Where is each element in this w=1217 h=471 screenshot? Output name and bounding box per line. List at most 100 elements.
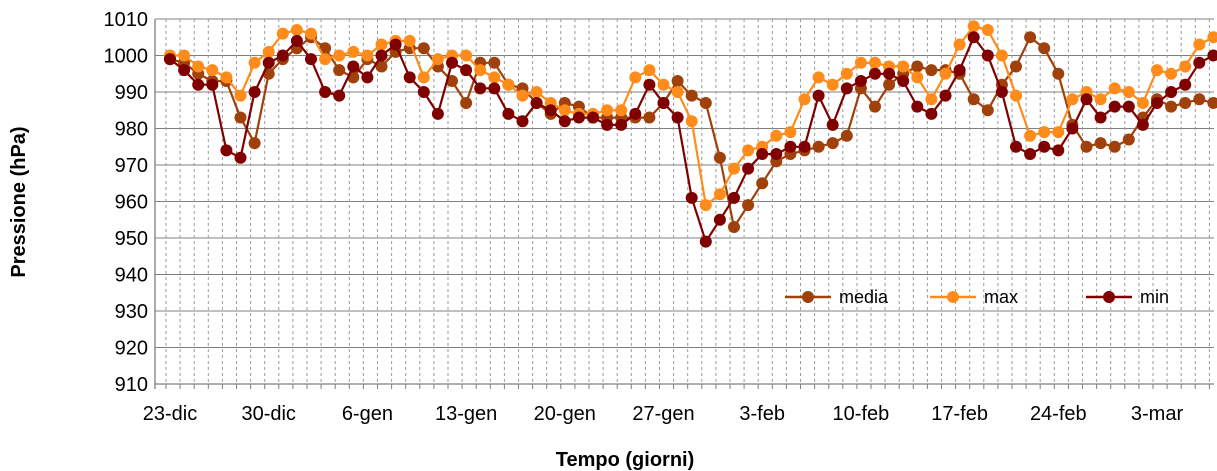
data-point-min — [615, 118, 628, 131]
data-point-media — [1179, 96, 1192, 109]
data-point-max — [319, 53, 332, 66]
y-tick-label: 990 — [115, 82, 148, 104]
data-point-min — [671, 111, 684, 124]
data-point-max — [460, 49, 473, 62]
x-tick-label: 23-dic — [143, 403, 197, 425]
data-point-min — [361, 71, 374, 84]
data-point-max — [1010, 89, 1022, 102]
data-point-max — [897, 60, 910, 73]
data-point-max — [1165, 67, 1178, 80]
data-point-media — [981, 104, 994, 117]
data-point-min — [389, 38, 402, 51]
data-point-media — [1094, 137, 1107, 150]
data-point-max — [826, 78, 839, 91]
data-point-max — [1179, 60, 1192, 73]
data-point-media — [1108, 140, 1121, 153]
data-point-min — [728, 191, 740, 204]
y-tick-label: 930 — [115, 301, 148, 323]
x-tick-label: 6-gen — [342, 403, 393, 425]
data-point-max — [530, 86, 543, 98]
data-point-min — [756, 148, 769, 161]
data-point-min — [897, 75, 910, 88]
data-point-min — [699, 235, 712, 248]
data-point-max — [1151, 64, 1163, 77]
data-point-min — [629, 107, 642, 120]
data-point-media — [713, 151, 726, 164]
data-point-min — [995, 86, 1008, 98]
data-point-min — [1122, 100, 1135, 113]
data-point-min — [417, 86, 430, 98]
data-point-min — [164, 53, 176, 66]
y-tick-label: 960 — [115, 192, 148, 214]
data-point-media — [417, 42, 430, 55]
data-point-min — [1080, 93, 1093, 106]
data-point-media — [826, 137, 839, 150]
x-axis-title: Tempo (giorni) — [556, 449, 695, 471]
data-point-min — [220, 144, 233, 157]
x-tick-label: 3-feb — [739, 403, 785, 425]
data-point-min — [460, 64, 473, 77]
data-point-min — [1010, 140, 1022, 153]
data-point-media — [1193, 93, 1206, 106]
data-point-max — [1207, 31, 1217, 44]
data-point-min — [798, 140, 811, 153]
data-point-max — [615, 104, 628, 117]
y-tick-label: 950 — [115, 228, 148, 250]
data-point-min — [276, 49, 289, 62]
data-point-media — [248, 137, 261, 150]
data-point-min — [530, 96, 543, 109]
y-tick-label: 1000 — [104, 46, 149, 68]
data-point-min — [1038, 140, 1051, 153]
data-point-min — [1066, 122, 1079, 135]
data-point-media — [869, 100, 881, 113]
data-point-max — [1024, 129, 1037, 142]
x-tick-label: 30-dic — [241, 403, 295, 425]
data-point-max — [234, 89, 247, 102]
data-point-min — [770, 148, 783, 161]
data-point-media — [1165, 100, 1178, 113]
data-point-media — [840, 129, 853, 142]
data-point-min — [1193, 56, 1206, 69]
data-point-min — [248, 86, 261, 98]
data-point-max — [305, 27, 317, 40]
data-point-min — [558, 115, 571, 128]
data-point-max — [784, 126, 797, 139]
data-point-max — [347, 45, 360, 58]
data-point-max — [488, 71, 501, 84]
y-axis-title: Pressione (hPa) — [8, 126, 30, 277]
data-point-max — [742, 144, 755, 157]
data-point-min — [319, 86, 332, 98]
data-point-min — [403, 71, 416, 84]
data-point-media — [1010, 60, 1022, 73]
data-point-min — [178, 64, 191, 77]
data-point-media — [1080, 140, 1093, 153]
data-point-min — [206, 78, 219, 91]
data-point-max — [953, 38, 966, 51]
data-point-media — [742, 199, 755, 212]
legend-label-min: min — [1140, 287, 1169, 307]
data-point-max — [728, 162, 740, 175]
data-point-min — [1024, 148, 1037, 161]
data-point-max — [854, 56, 867, 69]
data-point-min — [643, 78, 656, 91]
data-point-min — [1052, 144, 1065, 157]
data-point-max — [192, 60, 205, 73]
legend: media max min — [785, 287, 1169, 307]
data-point-min — [840, 82, 853, 95]
data-point-min — [305, 53, 317, 66]
legend-marker-min — [1103, 291, 1115, 303]
data-point-max — [1052, 126, 1065, 139]
data-point-max — [713, 188, 726, 201]
data-point-max — [812, 71, 825, 84]
data-point-max — [361, 49, 374, 62]
data-point-media — [333, 64, 346, 77]
data-point-max — [1108, 82, 1121, 95]
axes: 910 920 930 940 950 960 970 980 990 1000 1010 23-di… — [104, 9, 1214, 425]
x-tick-label: 20-gen — [534, 403, 596, 425]
data-point-min — [502, 107, 515, 120]
data-point-min — [474, 82, 487, 95]
data-point-media — [375, 60, 388, 73]
data-point-max — [840, 67, 853, 80]
data-point-min — [601, 118, 614, 131]
data-point-media — [488, 56, 501, 69]
